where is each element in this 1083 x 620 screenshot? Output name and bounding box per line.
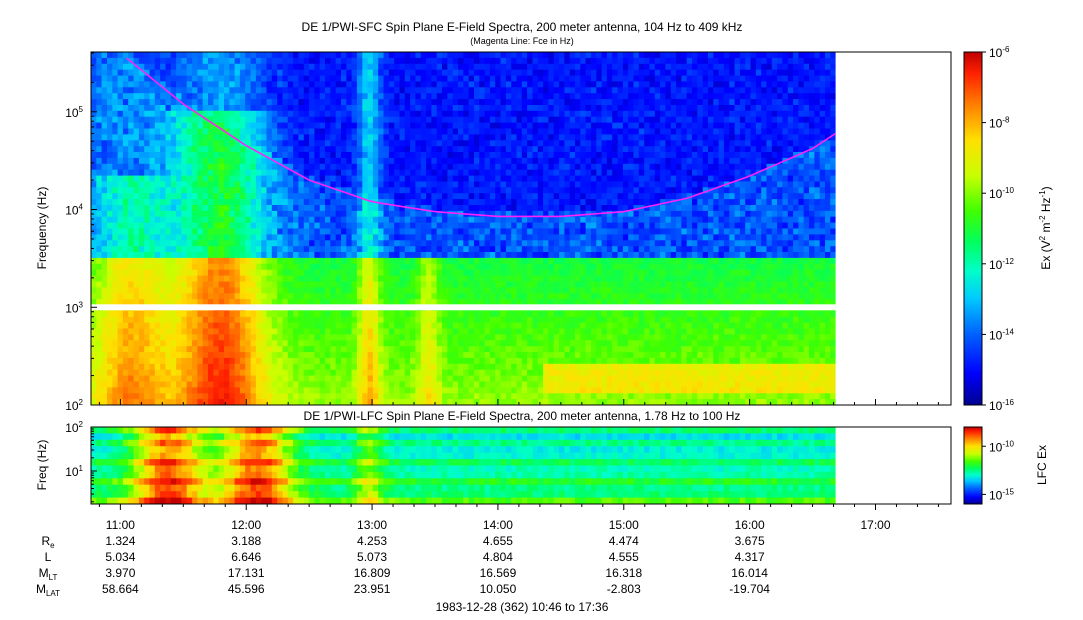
orbit-row-label: MLT xyxy=(39,566,58,582)
y-tick-label: 102 xyxy=(65,420,83,435)
y-tick-label: 103 xyxy=(65,300,83,315)
orbit-value: 16.569 xyxy=(480,566,517,580)
orbit-value: -2.803 xyxy=(607,582,641,596)
orbit-value: 1.324 xyxy=(105,534,135,548)
time-tick-label: 14:00 xyxy=(483,518,513,532)
orbit-value: 3.675 xyxy=(735,534,765,548)
orbit-value: 4.317 xyxy=(735,550,765,564)
orbit-value: 58.664 xyxy=(102,582,139,596)
colorbar-tick-label: 10-10 xyxy=(989,186,1014,201)
orbit-value: 16.809 xyxy=(354,566,391,580)
orbit-value: 4.804 xyxy=(483,550,513,564)
time-tick-label: 11:00 xyxy=(106,518,135,532)
time-tick-label: 12:00 xyxy=(231,518,261,532)
time-tick-label: 13:00 xyxy=(357,518,387,532)
time-range-footer: 1983-12-28 (362) 10:46 to 17:36 xyxy=(436,600,609,614)
lfc-panel: 101 102 Freq (Hz) xyxy=(35,420,952,505)
sfc-colorbar: 10-16 10-14 10-12 10-10 10-8 10-6 Ex (V2 m-2 … xyxy=(963,45,1053,413)
sfc-y-axis: 102 103 104 105 xyxy=(65,52,97,413)
lfc-y-axis: 101 102 xyxy=(65,420,97,503)
orbit-value: 6.646 xyxy=(231,550,261,564)
orbit-value: 4.474 xyxy=(609,534,639,548)
colorbar-tick-label: 10-16 xyxy=(989,398,1014,413)
lfc-title: DE 1/PWI-LFC Spin Plane E-Field Spectra,… xyxy=(304,409,741,423)
y-tick-label: 102 xyxy=(65,398,83,413)
colorbar-tick-label: 10-12 xyxy=(989,257,1014,272)
orbit-value: 10.050 xyxy=(480,582,517,596)
band-gap xyxy=(91,304,836,311)
orbit-value: 3.970 xyxy=(105,566,135,580)
orbit-row-label: Re xyxy=(41,534,55,550)
time-axis xyxy=(91,399,951,510)
sfc-y-axis-label: Frequency (Hz) xyxy=(35,187,49,270)
lfc-colorbar: 10-15 10-10 LFC Ex xyxy=(963,426,1049,505)
time-tick-label: 17:00 xyxy=(860,518,890,532)
y-tick-label: 105 xyxy=(65,105,83,120)
orbit-value: 17.131 xyxy=(228,566,265,580)
orbit-value: 16.014 xyxy=(731,566,768,580)
y-tick-label: 101 xyxy=(65,464,83,479)
y-tick-label: 104 xyxy=(65,203,83,218)
colorbar-tick-label: 10-14 xyxy=(989,327,1014,342)
time-tick-label: 15:00 xyxy=(609,518,639,532)
orbit-value: 4.655 xyxy=(483,534,513,548)
chart-title: DE 1/PWI-SFC Spin Plane E-Field Spectra,… xyxy=(302,20,743,34)
orbit-table: 11:00 1.324 5.034 3.970 58.664 12:00 3.188 6.64… xyxy=(102,518,891,596)
fce-line xyxy=(126,57,837,218)
colorbar-tick-label: 10-10 xyxy=(989,439,1014,454)
chart-subtitle: (Magenta Line: Fce in Hz) xyxy=(470,36,574,46)
sfc-colorbar-label: Ex (V2 m-2 Hz-1) xyxy=(1038,186,1053,269)
orbit-value: -19.704 xyxy=(729,582,770,596)
orbit-row-label: MLAT xyxy=(36,582,60,598)
orbit-value: 4.555 xyxy=(609,550,639,564)
orbit-value: 5.073 xyxy=(357,550,387,564)
orbit-value: 3.188 xyxy=(231,534,261,548)
orbit-row-label: L xyxy=(45,550,52,564)
colorbar-tick-label: 10-15 xyxy=(989,487,1014,502)
lfc-colorbar-label: LFC Ex xyxy=(1035,445,1049,485)
orbit-value: 45.596 xyxy=(228,582,265,596)
sfc-panel: 102 103 104 105 Frequency (Hz) xyxy=(35,51,952,413)
time-tick-label: 16:00 xyxy=(735,518,765,532)
no-data-region xyxy=(835,427,951,504)
orbit-value: 5.034 xyxy=(105,550,135,564)
lfc-y-axis-label: Freq (Hz) xyxy=(35,440,49,491)
colorbar-tick-label: 10-6 xyxy=(989,45,1010,60)
lfc-spectrogram xyxy=(91,427,951,504)
sfc-spectrogram xyxy=(91,52,951,405)
orbit-value: 4.253 xyxy=(357,534,387,548)
sfc-frame xyxy=(90,51,952,406)
colorbar-tick-label: 10-8 xyxy=(989,116,1010,131)
orbit-value: 23.951 xyxy=(354,582,391,596)
orbit-value: 16.318 xyxy=(605,566,642,580)
no-data-region xyxy=(835,52,951,405)
